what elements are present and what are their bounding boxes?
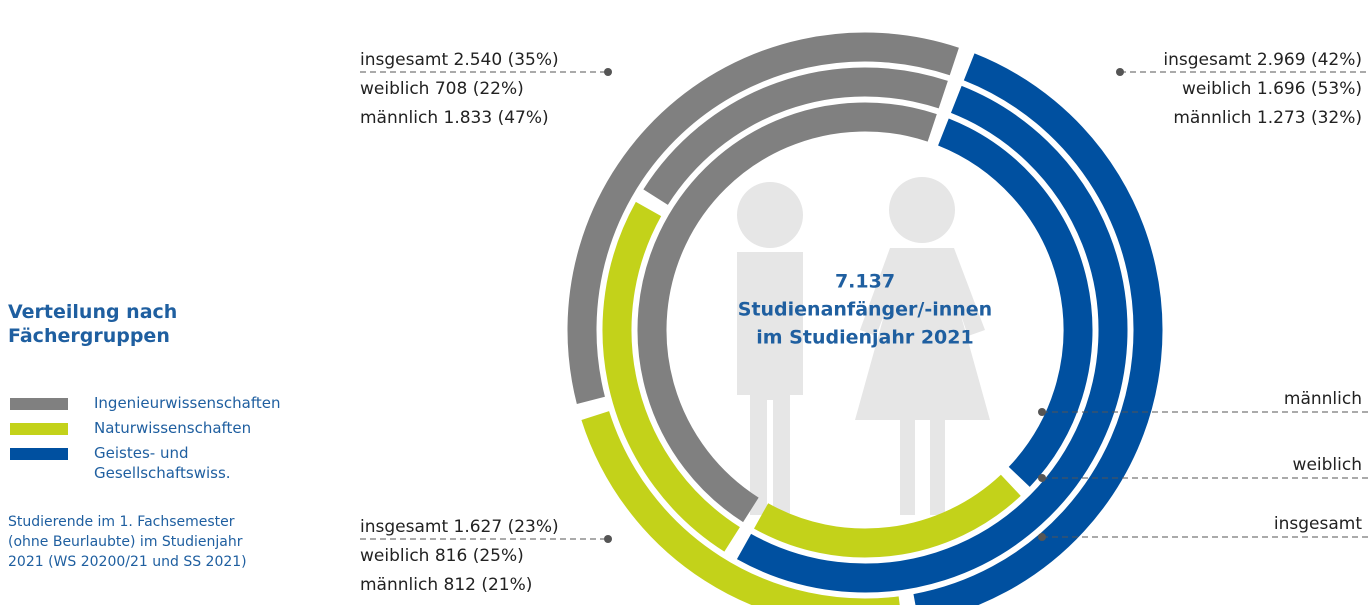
segment-label: insgesamt 2.969 (42%): [1163, 50, 1362, 70]
ring-label: männlich: [1284, 389, 1362, 409]
legend-label: Ingenieurwissenschaften: [94, 394, 281, 412]
ring-segment: [581, 411, 900, 605]
woman-body: [855, 248, 990, 515]
center-text: im Studienjahr 2021: [756, 327, 973, 349]
segment-label: männlich 1.833 (47%): [360, 108, 549, 128]
title: Verteilung nach Fächergruppen: [8, 301, 178, 347]
ring-segment: [913, 53, 1163, 605]
leader-dot: [604, 68, 612, 76]
leader-dot: [1038, 533, 1046, 541]
leader-dot: [1038, 408, 1046, 416]
leader-dot: [604, 535, 612, 543]
legend-swatch: [10, 423, 68, 435]
legend-label: Geistes- und Gesellschaftswiss.: [94, 444, 231, 482]
segment-label: männlich 812 (21%): [360, 575, 532, 595]
woman-head: [889, 177, 955, 243]
segment-label: insgesamt 2.540 (35%): [360, 50, 559, 70]
ring-segment: [754, 474, 1021, 558]
legend-swatch: [10, 448, 68, 460]
leader-dot: [1116, 68, 1124, 76]
man-body: [737, 252, 803, 515]
silhouettes: [737, 177, 990, 515]
ring-segment: [736, 85, 1128, 593]
segment-label: weiblich 816 (25%): [360, 546, 524, 566]
legend-swatch: [10, 398, 68, 410]
ring-segment: [637, 102, 937, 523]
segment-label: weiblich 1.696 (53%): [1182, 79, 1362, 99]
ring-label: insgesamt: [1274, 514, 1362, 534]
ring-label: weiblich: [1293, 455, 1362, 475]
note: Studierende im 1. Fachsemester (ohne Beu…: [8, 514, 247, 570]
ring-segment: [602, 201, 740, 552]
segment-label: weiblich 708 (22%): [360, 79, 524, 99]
center-text: 7.137: [835, 271, 895, 293]
segment-label: männlich 1.273 (32%): [1173, 108, 1362, 128]
ring-segment: [567, 32, 959, 404]
man-head: [737, 182, 803, 248]
leader-dot: [1038, 474, 1046, 482]
segment-label: insgesamt 1.627 (23%): [360, 517, 559, 537]
center-text: Studienanfänger/-innen: [738, 299, 992, 321]
ring-segment: [938, 118, 1093, 487]
legend-label: Naturwissenschaften: [94, 419, 252, 437]
ring-segment: [643, 67, 948, 205]
